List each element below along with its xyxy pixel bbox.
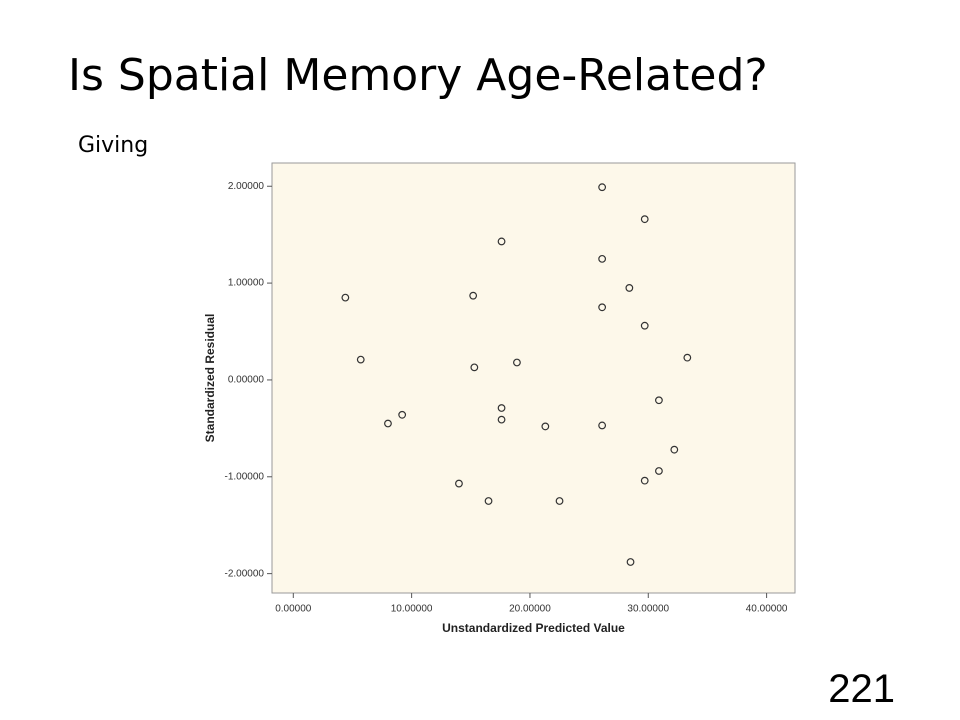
- point: [640, 476, 649, 485]
- point: [384, 419, 392, 428]
- point: [356, 355, 365, 364]
- subtitle: Giving: [78, 133, 148, 158]
- point: [341, 293, 350, 302]
- point: [655, 467, 663, 475]
- slide-title: Is Spatial Memory Age-Related?: [68, 50, 768, 101]
- point: [555, 497, 564, 505]
- point: [455, 479, 463, 488]
- y-tick-label: 1.00000: [228, 278, 265, 289]
- point: [497, 415, 506, 424]
- chart: -2.00000 -1.00000 0.00000 1.00000 2.00000 0.0…: [203, 162, 796, 635]
- y-tick-label: 2.00000: [228, 181, 265, 192]
- point: [640, 215, 649, 224]
- point: [398, 410, 407, 419]
- point: [469, 291, 478, 300]
- point: [470, 363, 479, 372]
- x-tick-label: 40.00000: [746, 604, 788, 615]
- y-tick-label: 0.00000: [228, 375, 265, 386]
- x-axis-label: Unstandardized Predicted Value: [442, 621, 625, 635]
- y-tick-label: -1.00000: [225, 471, 265, 482]
- point: [484, 497, 493, 505]
- y-tick-label: -2.00000: [225, 568, 265, 579]
- x-tick-label: 10.00000: [391, 604, 433, 615]
- point: [670, 445, 679, 454]
- x-tick-label: 20.00000: [509, 604, 551, 615]
- point: [655, 396, 663, 405]
- point: [598, 183, 607, 192]
- point: [598, 303, 607, 312]
- x-tick-label: 0.00000: [275, 604, 312, 615]
- point: [598, 421, 607, 430]
- y-axis-label: Standardized Residual: [203, 314, 217, 443]
- point: [541, 422, 550, 431]
- plot-area: [271, 162, 796, 594]
- point: [513, 358, 521, 367]
- x-tick-label: 30.00000: [627, 604, 669, 615]
- point: [497, 404, 506, 412]
- point: [683, 353, 692, 362]
- page-number: 221: [828, 667, 895, 711]
- point: [640, 321, 649, 330]
- point: [598, 254, 607, 263]
- point: [626, 558, 635, 566]
- point: [625, 284, 634, 292]
- point: [497, 237, 506, 246]
